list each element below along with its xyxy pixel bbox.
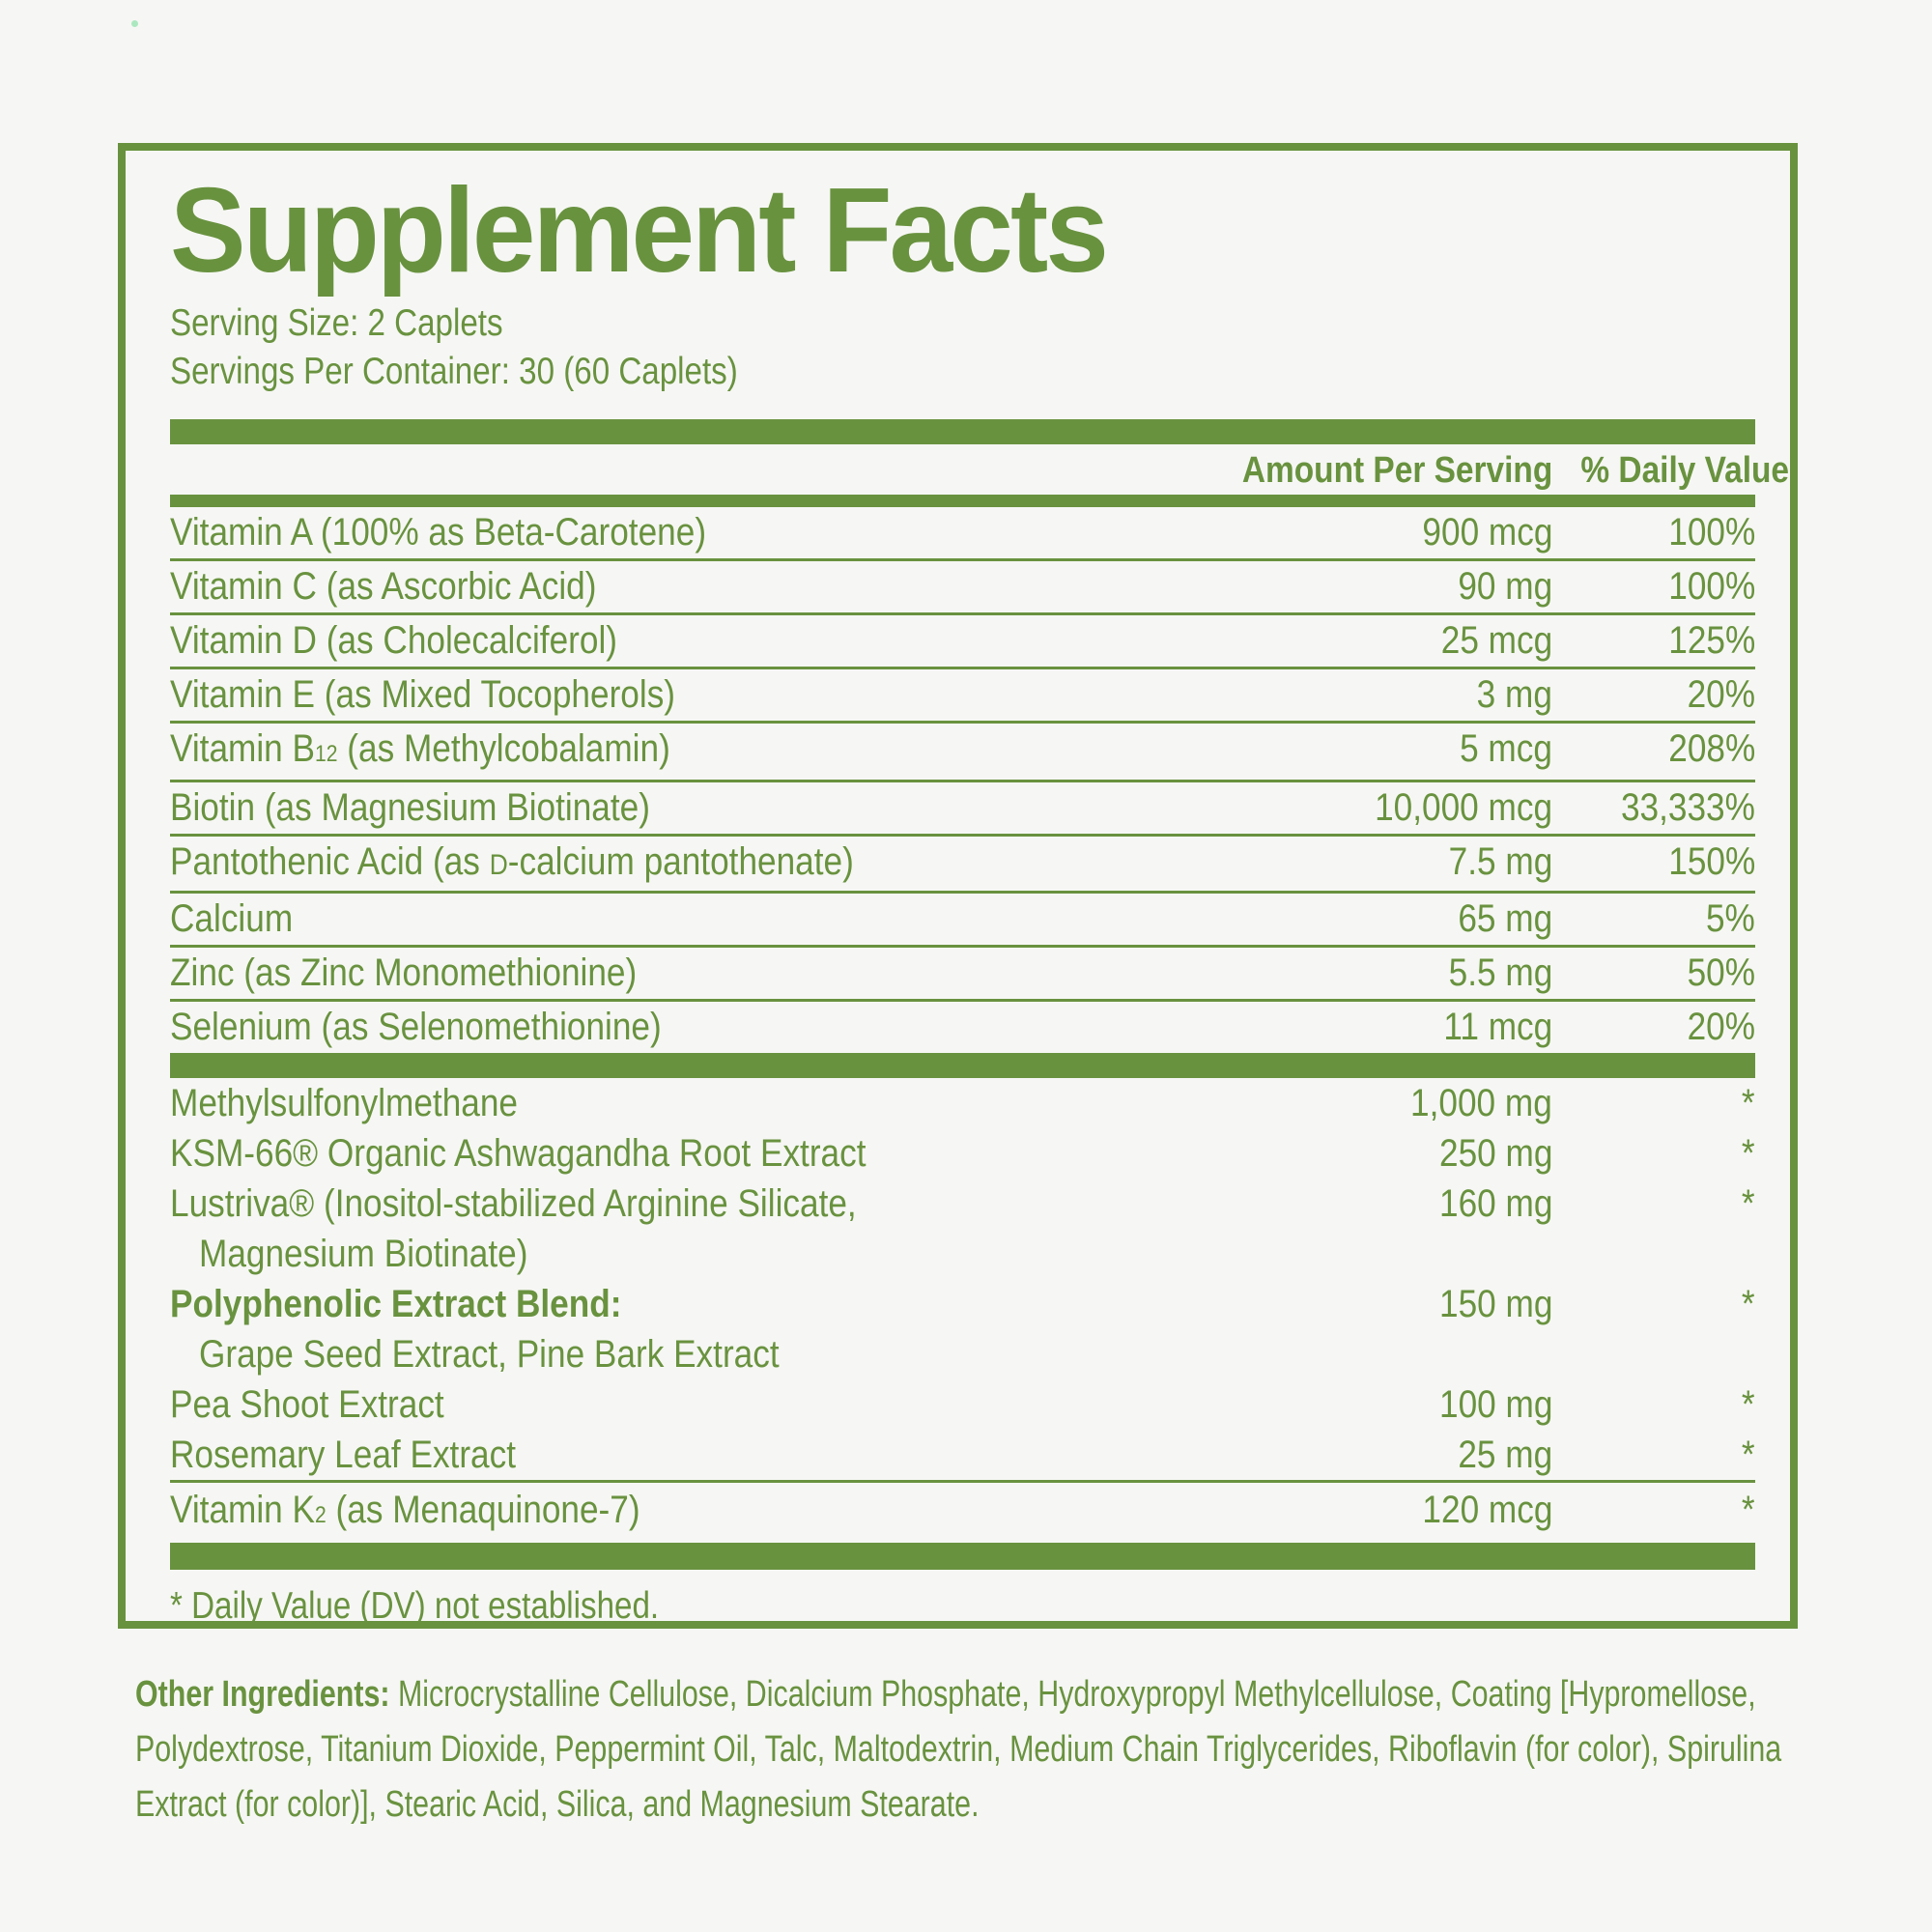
nutrient-name: Rosemary Leaf Extract <box>170 1434 517 1477</box>
nutrient-name: Selenium (as Selenomethionine) <box>170 1006 662 1049</box>
servings-per-container-text: Servings Per Container: 30 (60 Caplets) <box>170 351 738 393</box>
nutrient-daily-value: * <box>1742 1383 1755 1427</box>
nutrient-row: Calcium 65 mg 5% <box>170 894 1755 949</box>
nutrient-amount: 100 mg <box>1438 1383 1552 1427</box>
separator-bar-bottom <box>170 1543 1755 1571</box>
nutrient-name: Biotin (as Magnesium Biotinate) <box>170 786 650 830</box>
nutrient-amount <box>1147 1329 1552 1379</box>
other-ingredients-label: Other Ingredients: <box>135 1674 390 1715</box>
nutrient-name: Vitamin C (as Ascorbic Acid) <box>170 565 597 609</box>
nutrient-amount: 250 mg <box>1438 1132 1552 1176</box>
nutrient-daily-value: 100% <box>1667 565 1755 609</box>
nutrient-daily-value: 208% <box>1667 727 1755 771</box>
serving-size-text: Serving Size: 2 Caplets <box>170 302 503 345</box>
print-speck <box>131 20 138 27</box>
servings-per-container: Servings Per Container: 30 (60 Caplets) <box>170 348 1755 396</box>
nutrient-amount: 25 mcg <box>1440 619 1552 663</box>
column-header-amount: Amount Per Serving <box>1241 450 1552 492</box>
separator-bar-middle <box>170 1053 1755 1079</box>
nutrient-name: Methylsulfonylmethane <box>170 1082 519 1125</box>
nutrient-daily-value <box>1552 1329 1755 1379</box>
nutrient-row: Vitamin K2 (as Menaquinone-7) 120 mcg * <box>170 1483 1755 1543</box>
nutrient-row: Vitamin C (as Ascorbic Acid) 90 mg 100% <box>170 561 1755 616</box>
nutrient-amount: 90 mg <box>1458 565 1552 609</box>
nutrient-daily-value: * <box>1742 1489 1755 1532</box>
nutrient-name: Magnesium Biotinate) <box>199 1233 528 1276</box>
nutrient-row: Polyphenolic Extract Blend: 150 mg * <box>170 1279 1755 1329</box>
nutrient-daily-value: * <box>1742 1182 1755 1226</box>
nutrient-row: Lustriva® (Inositol-stabilized Arginine … <box>170 1179 1755 1229</box>
panel-title: Supplement Facts <box>170 164 1109 298</box>
nutrient-row: Grape Seed Extract, Pine Bark Extract <box>170 1329 1755 1379</box>
vitamins-minerals-section: Vitamin A (100% as Beta-Carotene) 900 mcg… <box>170 507 1755 1053</box>
nutrient-row: Biotin (as Magnesium Biotinate) 10,000 mc… <box>170 782 1755 838</box>
nutrient-name: Polyphenolic Extract Blend: <box>170 1283 622 1326</box>
nutrient-daily-value: * <box>1742 1082 1755 1125</box>
nutrient-row: Pantothenic Acid (as D-calcium pantothen… <box>170 837 1755 895</box>
nutrient-row: Zinc (as Zinc Monomethionine) 5.5 mg 50% <box>170 948 1755 1003</box>
nutrient-amount: 25 mg <box>1458 1434 1552 1477</box>
nutrient-daily-value: 100% <box>1667 511 1755 554</box>
nutrient-row: Methylsulfonylmethane 1,000 mg * <box>170 1078 1755 1128</box>
nutrient-name: Calcium <box>170 897 294 941</box>
nutrient-name: Pantothenic Acid (as D-calcium pantothen… <box>170 840 854 884</box>
nutrient-amount: 11 mcg <box>1443 1006 1552 1049</box>
nutrient-name: Vitamin E (as Mixed Tocopherols) <box>170 673 676 717</box>
nutrient-name: Vitamin K2 (as Menaquinone-7) <box>170 1489 640 1532</box>
nutrient-amount: 1,000 mg <box>1410 1082 1552 1125</box>
nutrient-name: Grape Seed Extract, Pine Bark Extract <box>199 1333 780 1377</box>
nutrient-daily-value: 125% <box>1667 619 1755 663</box>
nutrient-daily-value: 5% <box>1706 897 1755 941</box>
nutrient-daily-value: * <box>1742 1132 1755 1176</box>
daily-value-footnote: * Daily Value (DV) not established. <box>170 1585 660 1628</box>
nutrient-daily-value: 20% <box>1687 1006 1755 1049</box>
nutrient-row: Vitamin E (as Mixed Tocopherols) 3 mg 20% <box>170 669 1755 724</box>
nutrient-name: Lustriva® (Inositol-stabilized Arginine … <box>170 1182 857 1226</box>
nutrient-daily-value: 20% <box>1687 673 1755 717</box>
nutrient-amount: 7.5 mg <box>1448 840 1552 884</box>
nutrient-amount: 5 mcg <box>1460 727 1552 771</box>
supplement-facts-panel: Supplement Facts Serving Size: 2 Caplets… <box>118 143 1798 1629</box>
nutrient-name: Pea Shoot Extract <box>170 1383 444 1427</box>
other-ingredients-text: Microcrystalline Cellulose, Dicalcium Ph… <box>135 1674 1782 1825</box>
nutrient-amount: 3 mg <box>1476 673 1552 717</box>
nutrient-row: Pea Shoot Extract 100 mg * <box>170 1379 1755 1430</box>
nutrient-row: Vitamin A (100% as Beta-Carotene) 900 mcg… <box>170 507 1755 562</box>
nutrient-row: Vitamin B12 (as Methylcobalamin) 5 mcg 208… <box>170 724 1755 783</box>
nutrient-row: Rosemary Leaf Extract 25 mg * <box>170 1430 1755 1480</box>
nutrient-row: Vitamin D (as Cholecalciferol) 25 mcg 125% <box>170 615 1755 670</box>
nutrient-daily-value <box>1552 1229 1755 1279</box>
column-header-row: Amount Per Serving % Daily Value <box>170 444 1790 495</box>
nutrient-daily-value: * <box>1742 1283 1755 1326</box>
serving-size: Serving Size: 2 Caplets <box>170 299 1755 348</box>
nutrient-amount: 10,000 mcg <box>1375 786 1552 830</box>
botanicals-section: Methylsulfonylmethane 1,000 mg * KSM-66® Or… <box>170 1078 1755 1480</box>
nutrient-amount: 5.5 mg <box>1448 952 1552 995</box>
nutrient-daily-value: * <box>1742 1434 1755 1477</box>
nutrient-row: KSM-66® Organic Ashwagandha Root Extract… <box>170 1128 1755 1179</box>
nutrient-name: Vitamin B12 (as Methylcobalamin) <box>170 727 670 771</box>
nutrient-amount: 150 mg <box>1438 1283 1552 1326</box>
nutrient-amount: 160 mg <box>1438 1182 1552 1226</box>
nutrient-row: Selenium (as Selenomethionine) 11 mcg 20% <box>170 1002 1755 1053</box>
nutrient-amount: 65 mg <box>1458 897 1552 941</box>
nutrient-name: Zinc (as Zinc Monomethionine) <box>170 952 638 995</box>
nutrient-daily-value: 150% <box>1667 840 1755 884</box>
column-header-daily-value: % Daily Value <box>1580 450 1790 492</box>
nutrient-daily-value: 50% <box>1687 952 1755 995</box>
nutrient-name: Vitamin D (as Cholecalciferol) <box>170 619 617 663</box>
separator-bar-header <box>170 495 1755 508</box>
nutrient-amount: 120 mcg <box>1421 1489 1552 1532</box>
nutrient-row: Magnesium Biotinate) <box>170 1229 1755 1279</box>
other-ingredients: Other Ingredients: Microcrystalline Cell… <box>135 1667 1783 1833</box>
nutrient-name: KSM-66® Organic Ashwagandha Root Extract <box>170 1132 867 1176</box>
vitamin-k-section: Vitamin K2 (as Menaquinone-7) 120 mcg * <box>170 1483 1755 1543</box>
nutrient-daily-value: 33,333% <box>1621 786 1755 830</box>
nutrient-name: Vitamin A (100% as Beta-Carotene) <box>170 511 707 554</box>
nutrient-amount: 900 mcg <box>1421 511 1552 554</box>
separator-line-vitamin-k <box>170 1480 1755 1484</box>
nutrient-amount <box>1147 1229 1552 1279</box>
separator-bar-top <box>170 419 1755 445</box>
